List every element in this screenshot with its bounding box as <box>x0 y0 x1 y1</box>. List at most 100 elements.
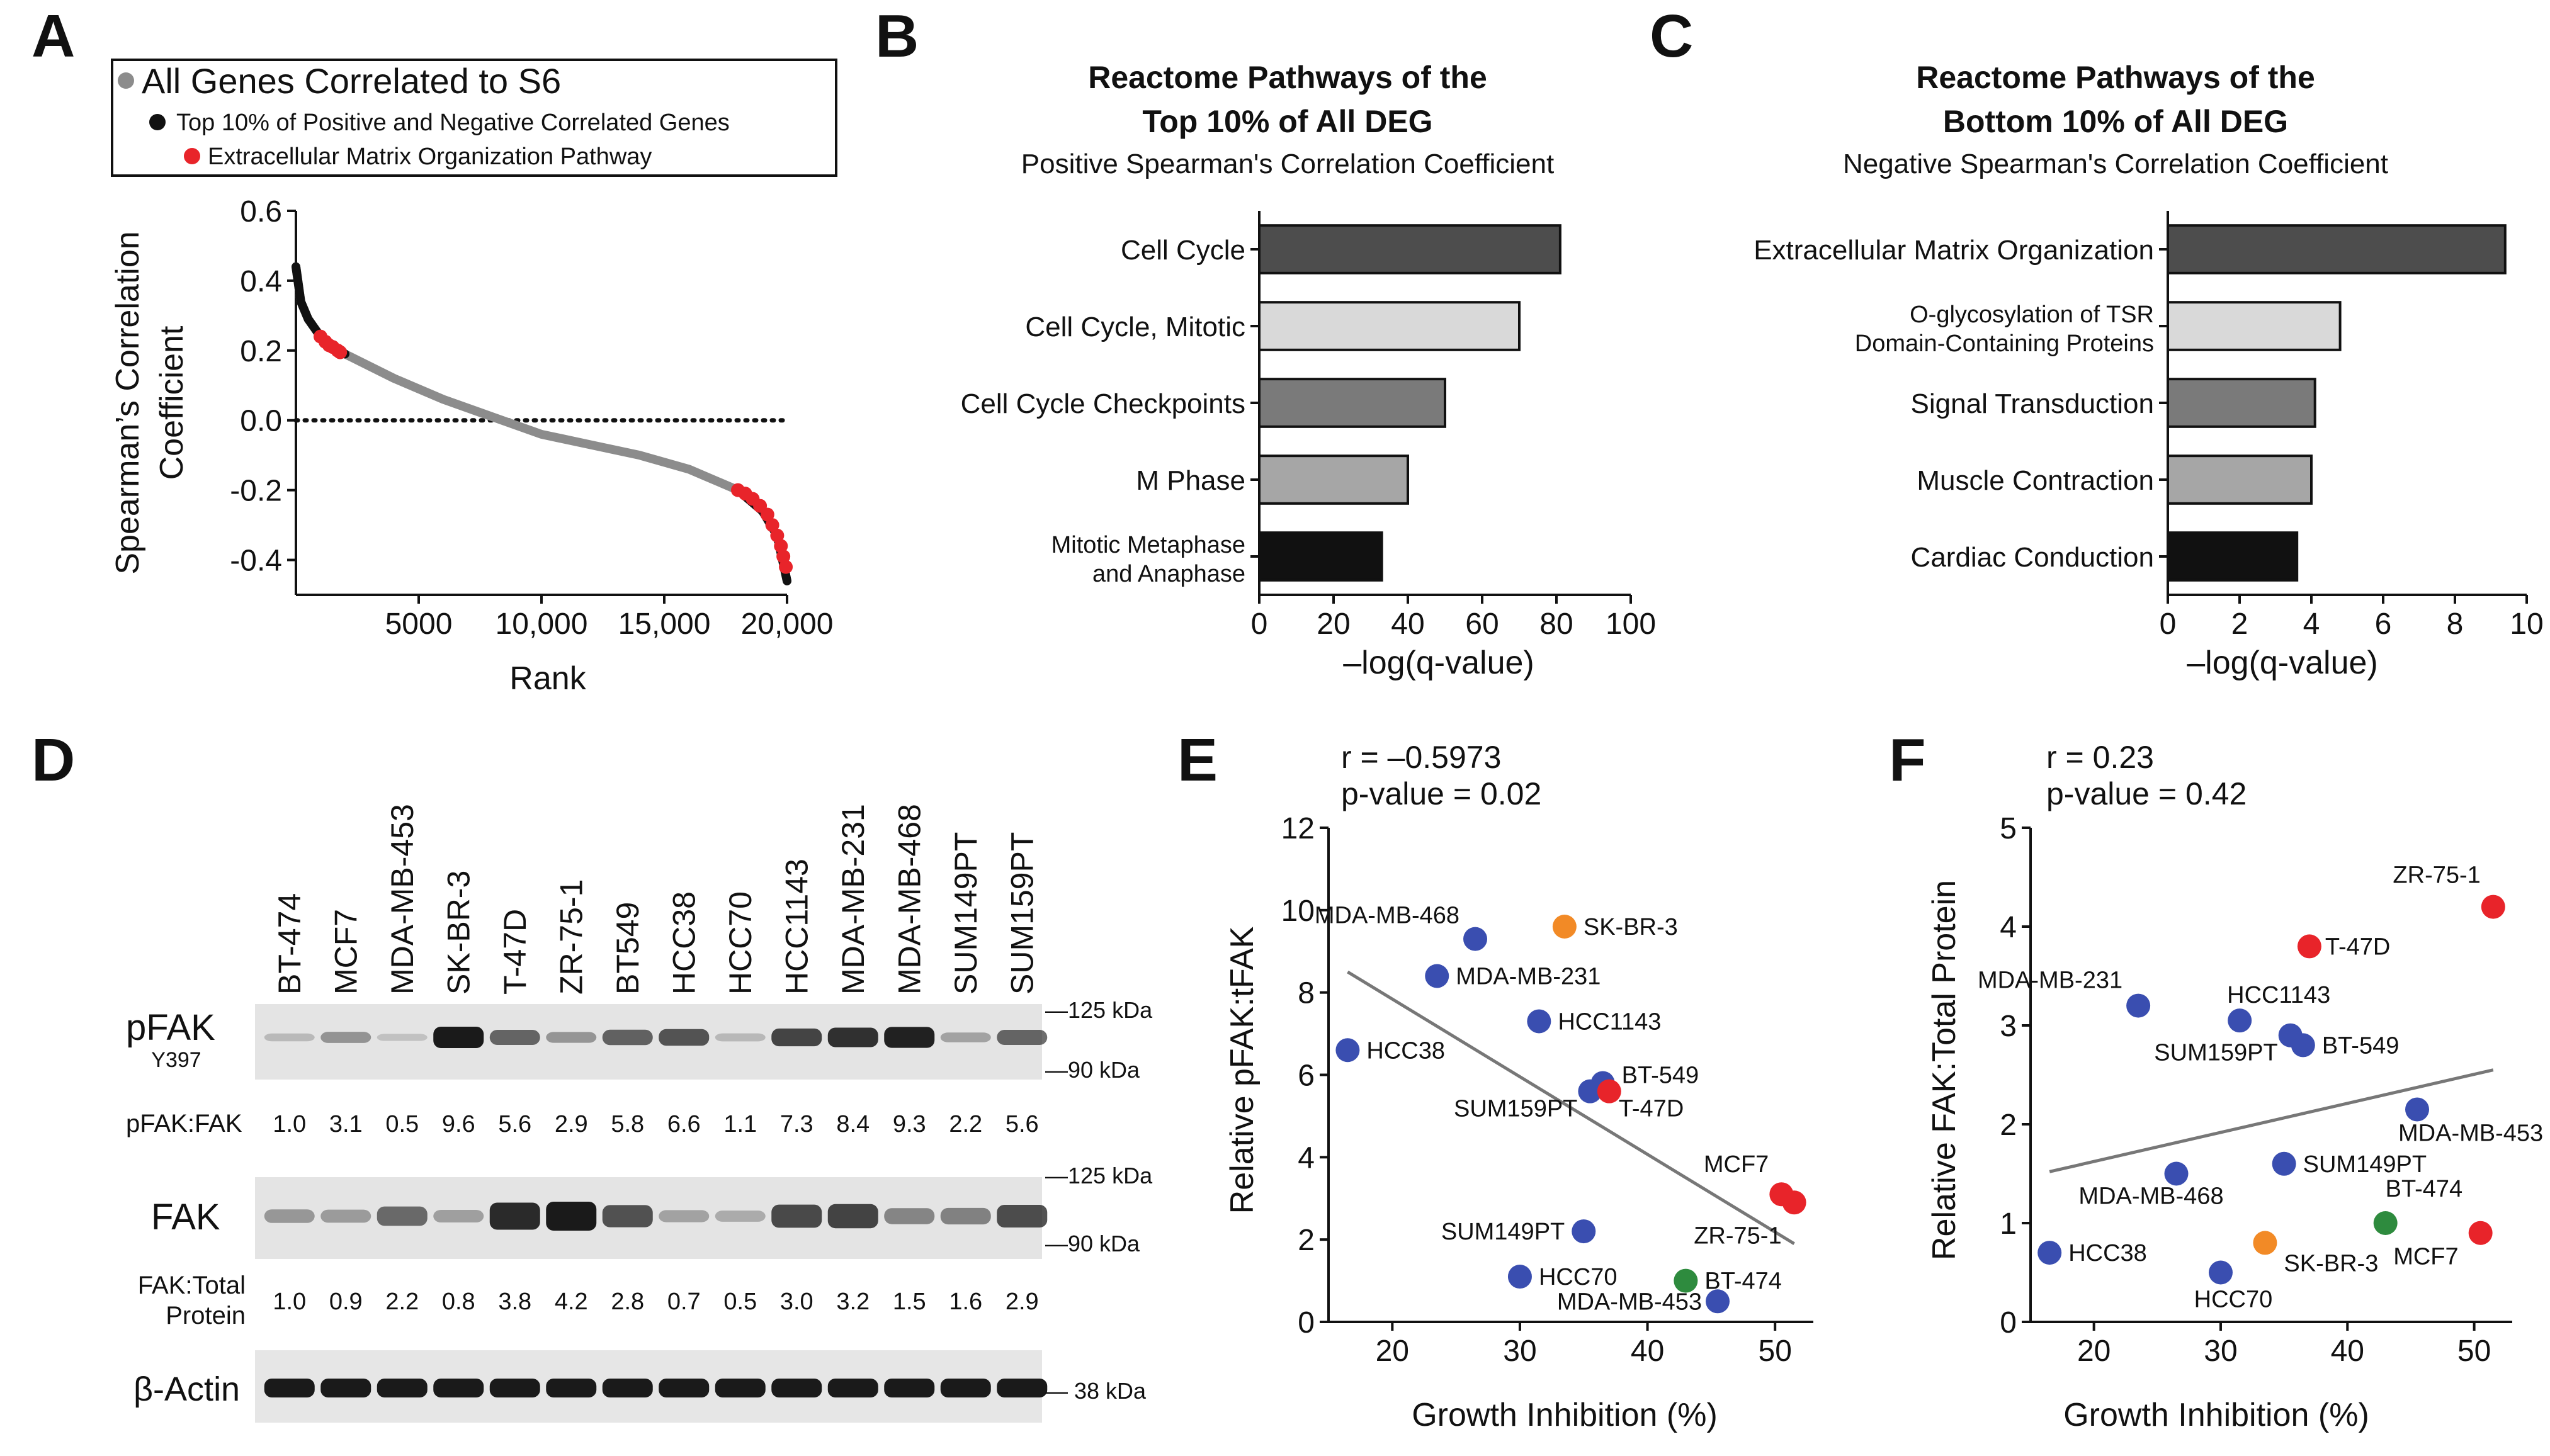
chart-xtick-label: 6 <box>2375 607 2392 641</box>
chart-b-axes: 0 20 40 60 80 100 Cell Cycle Cell Cycle, Mitoti… <box>961 211 1656 641</box>
chart-point-label: BT-474 <box>2386 1176 2463 1202</box>
wb-ratio2-value: 0.7 <box>667 1289 701 1315</box>
chart-point <box>1578 1079 1602 1103</box>
chart-point <box>2208 1260 2233 1285</box>
chart-xtick-label: 30 <box>2204 1335 2237 1368</box>
chart-bar <box>2167 454 2313 505</box>
legend-marker-all-genes <box>118 72 134 89</box>
chart-category-label: Domain-Containing Proteins <box>1855 330 2154 357</box>
wb-band <box>320 1209 371 1223</box>
wb-pfak-bands <box>264 1027 1048 1048</box>
wb-lane-label: MDA-MB-468 <box>892 804 927 995</box>
chart-point <box>2253 1231 2277 1255</box>
wb-ratio2-value: 0.9 <box>329 1289 363 1315</box>
chart-point-label: BT-549 <box>1622 1063 1699 1089</box>
chart-point <box>1552 915 1577 939</box>
wb-band <box>320 1379 371 1397</box>
legend-ecm: Extracellular Matrix Organization Pathwa… <box>208 144 652 170</box>
chart-category-label: Cell Cycle Checkpoints <box>961 388 1245 419</box>
chart-bar <box>1258 454 1409 505</box>
chart-point <box>2297 934 2321 959</box>
chart-f-xlabel: Growth Inhibition (%) <box>2063 1397 2369 1433</box>
chart-point-label: MDA-MB-468 <box>1315 903 1459 929</box>
chart-a-ylabel-line1: Spearman’s Correlation <box>110 231 146 574</box>
wb-ratio1-value: 1.0 <box>273 1111 306 1137</box>
chart-a-ytick-label: 0.2 <box>240 335 282 368</box>
chart-point <box>1706 1289 1730 1314</box>
chart-point-label: SUM159PT <box>2154 1040 2277 1066</box>
chart-point-label: MDA-MB-468 <box>2078 1183 2223 1210</box>
wb-lane-label: BT549 <box>610 902 645 995</box>
wb-band <box>771 1204 822 1228</box>
chart-point <box>1507 1265 1532 1289</box>
wb-band <box>884 1208 935 1224</box>
chart-a-xtick-label: 20,000 <box>741 607 834 641</box>
chart-b-xlabel: –log(q-value) <box>1343 645 1534 681</box>
chart-a-xlabel: Rank <box>509 660 586 697</box>
wb-band <box>997 1379 1048 1397</box>
wb-ratio1-value: 1.1 <box>723 1111 757 1137</box>
wb-band <box>377 1379 428 1397</box>
chart-a-ecm-point <box>774 539 788 553</box>
panel-label-c: C <box>1650 3 1693 70</box>
chart-ytick-label: 1 <box>2000 1207 2017 1241</box>
chart-ytick-label: 8 <box>1298 977 1315 1010</box>
chart-point-label: SUM159PT <box>1454 1096 1577 1122</box>
chart-xtick-label: 40 <box>1631 1335 1664 1368</box>
chart-point-label: MDA-MB-231 <box>1978 968 2122 994</box>
chart-point <box>2373 1211 2398 1235</box>
wb-lane-label: MCF7 <box>328 909 363 995</box>
chart-point <box>2272 1151 2296 1176</box>
chart-point-label: SK-BR-3 <box>1584 914 1678 940</box>
wb-ratio2-value: 0.8 <box>442 1289 475 1315</box>
chart-point-label: MDA-MB-453 <box>1557 1289 1702 1315</box>
chart-category-label: Cardiac Conduction <box>1911 542 2154 573</box>
wb-lane-label: SK-BR-3 <box>441 871 476 995</box>
wb-ratio1-value: 5.6 <box>1006 1111 1039 1137</box>
wb-actin-bands <box>264 1379 1048 1397</box>
wb-band <box>433 1209 484 1223</box>
panel-label-b: B <box>875 3 919 70</box>
wb-ratio2-value: 3.8 <box>498 1289 531 1315</box>
wb-band <box>489 1202 540 1230</box>
chart-xtick-label: 0 <box>2160 607 2177 641</box>
chart-category-label: Mitotic Metaphase <box>1051 532 1245 558</box>
chart-point <box>1674 1268 1698 1293</box>
wb-band <box>602 1029 653 1046</box>
chart-xtick-label: 20 <box>1317 607 1350 641</box>
chart-point <box>2405 1097 2430 1122</box>
chart-point <box>2481 894 2505 919</box>
chart-a-ytick-label: 0.4 <box>240 265 282 298</box>
chart-xtick-label: 50 <box>2457 1335 2491 1368</box>
chart-ytick-label: 0 <box>1298 1306 1315 1340</box>
chart-category-label: and Anaphase <box>1092 561 1245 587</box>
wb-band <box>377 1034 428 1041</box>
wb-band <box>602 1205 653 1227</box>
chart-point-label: HCC1143 <box>2227 982 2330 1008</box>
chart-xtick-label: 20 <box>1376 1335 1409 1368</box>
chart-point <box>1425 964 1449 988</box>
chart-category-label: Signal Transduction <box>1911 388 2154 419</box>
wb-lane-labels: BT-474 MCF7 MDA-MB-453 SK-BR-3 T-47D ZR-75-1 B… <box>272 804 1040 995</box>
chart-point-label: HCC1143 <box>1558 1008 1661 1035</box>
chart-ytick-label: 4 <box>1298 1141 1315 1175</box>
legend-box-a <box>111 59 837 177</box>
chart-xtick-label: 20 <box>2077 1335 2111 1368</box>
wb-ratio2-label-line1: FAK:Total <box>138 1272 246 1299</box>
wb-ratio2-value: 1.0 <box>273 1289 306 1315</box>
wb-band <box>940 1379 991 1397</box>
chart-point <box>1527 1009 1551 1034</box>
wb-ratio2-value: 0.5 <box>723 1289 757 1315</box>
chart-xtick-label: 8 <box>2447 607 2464 641</box>
chart-a-ecm-point <box>770 528 785 543</box>
wb-fak-bands <box>264 1202 1048 1231</box>
wb-lane-label: BT-474 <box>272 893 307 995</box>
chart-point-label: MDA-MB-453 <box>2398 1120 2543 1146</box>
chart-point <box>2126 993 2151 1018</box>
chart-a-axes: 0.6 0.4 0.2 0.0 -0.2 -0.4 5000 10,000 15,000 20,0… <box>230 195 833 641</box>
chart-bar <box>2167 301 2342 351</box>
chart-point <box>1572 1219 1596 1244</box>
chart-f-ylabel: Relative FAK:Total Protein <box>1926 880 1963 1260</box>
chart-xtick-label: 4 <box>2303 607 2320 641</box>
chart-a-xtick-label: 5000 <box>385 607 453 641</box>
